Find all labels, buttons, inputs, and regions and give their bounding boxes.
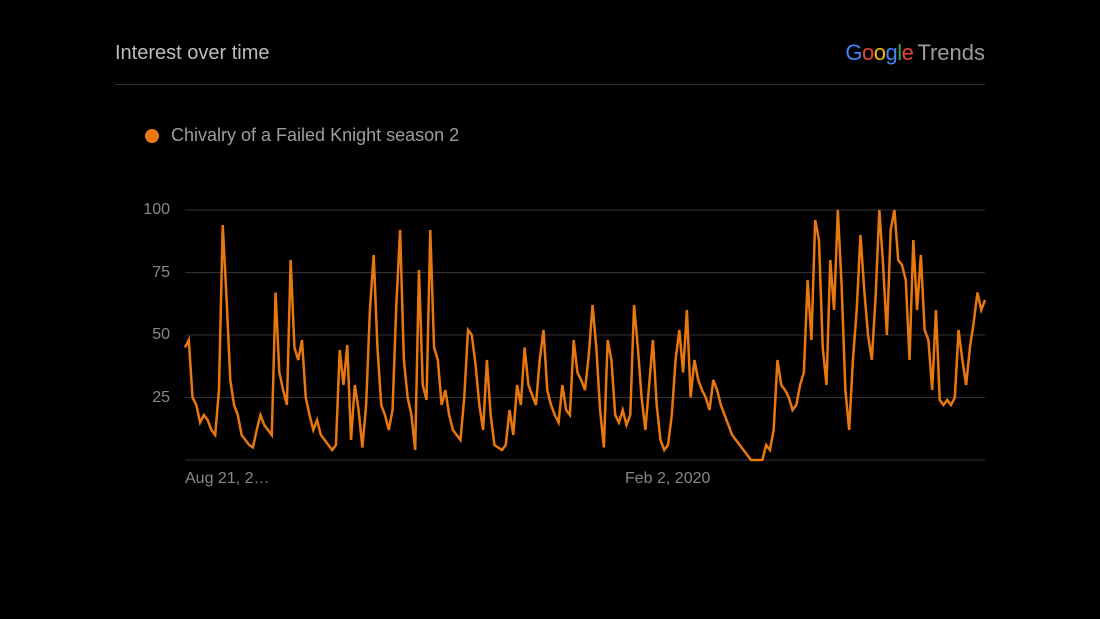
legend: Chivalry of a Failed Knight season 2 <box>145 125 459 146</box>
x-axis-label: Aug 21, 2… <box>185 470 270 488</box>
google-logo: Google <box>845 40 913 66</box>
header: Interest over time Google Trends <box>115 40 985 85</box>
legend-dot <box>145 129 159 143</box>
y-axis-label: 75 <box>152 264 170 282</box>
trends-word: Trends <box>917 40 985 66</box>
legend-label: Chivalry of a Failed Knight season 2 <box>171 125 459 146</box>
line-chart <box>185 210 985 460</box>
google-trends-logo: Google Trends <box>845 40 985 66</box>
page-title: Interest over time <box>115 42 270 65</box>
y-axis-label: 100 <box>143 201 170 219</box>
x-axis-label: Feb 2, 2020 <box>625 470 710 488</box>
y-axis-label: 50 <box>152 326 170 344</box>
y-axis-label: 25 <box>152 389 170 407</box>
trends-embed: Interest over time Google Trends Chivalr… <box>0 0 1100 619</box>
chart-area: 255075100Aug 21, 2…Feb 2, 2020 <box>115 210 985 530</box>
